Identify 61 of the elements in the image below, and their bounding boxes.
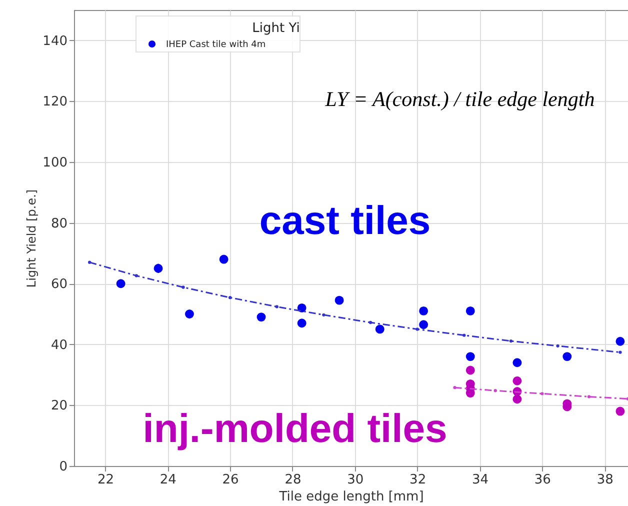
point [466, 306, 475, 316]
point [466, 352, 475, 362]
point [182, 286, 185, 289]
point [556, 344, 560, 348]
point [368, 320, 372, 324]
point [134, 274, 138, 278]
x-tick-label: 22 [97, 472, 114, 488]
point [334, 296, 344, 305]
annotation: inj.-molded tiles [142, 407, 448, 451]
x-axis-title: Tile edge length [mm] [278, 490, 424, 504]
point [275, 305, 278, 308]
point [512, 376, 522, 386]
legend-title: Light Yi [252, 21, 300, 36]
point [322, 313, 326, 316]
point [462, 334, 466, 337]
x-tick-label: 38 [596, 472, 614, 488]
point [419, 320, 428, 330]
point [219, 254, 228, 264]
x-tick-label: 34 [472, 472, 489, 488]
point [256, 312, 266, 322]
point [618, 350, 622, 354]
y-tick-label: 40 [50, 338, 68, 353]
y-tick-label: 60 [50, 277, 68, 292]
x-tick-label: 32 [410, 472, 426, 488]
point [88, 260, 92, 264]
point [512, 394, 522, 404]
point [512, 358, 522, 368]
point [616, 406, 625, 416]
point [297, 318, 306, 328]
x-tick-label: 36 [534, 472, 551, 488]
point [494, 389, 497, 392]
point [453, 386, 456, 390]
point [416, 328, 419, 331]
point [116, 279, 126, 288]
y-tick-label: 120 [42, 94, 68, 110]
y-tick-label: 140 [42, 34, 68, 49]
point [375, 324, 384, 334]
annotation: cast tiles [259, 199, 431, 243]
point [587, 395, 591, 398]
point [185, 310, 194, 318]
line-series [453, 386, 628, 400]
point [154, 264, 163, 273]
y-tick-label: 80 [50, 216, 68, 232]
annotation: LY = A(const.) / tile edge length [324, 87, 595, 111]
point [616, 336, 625, 346]
y-tick-label: 0 [59, 460, 68, 474]
point [419, 306, 428, 316]
point [509, 339, 513, 343]
point [540, 392, 544, 396]
y-tick-label: 20 [50, 398, 68, 414]
x-tick-label: 28 [284, 472, 302, 488]
x-tick-label: 30 [347, 472, 364, 488]
x-tick-label: 24 [160, 472, 176, 488]
y-tick-label: 100 [42, 156, 68, 170]
point [297, 303, 306, 312]
point [562, 352, 572, 362]
point [228, 296, 232, 300]
y-axis-title: Light Yield [p.e.] [24, 189, 39, 288]
legend-label: IHEP Cast tile with 4m [166, 40, 266, 50]
point [466, 366, 475, 375]
x-tick-label: 26 [222, 472, 239, 488]
